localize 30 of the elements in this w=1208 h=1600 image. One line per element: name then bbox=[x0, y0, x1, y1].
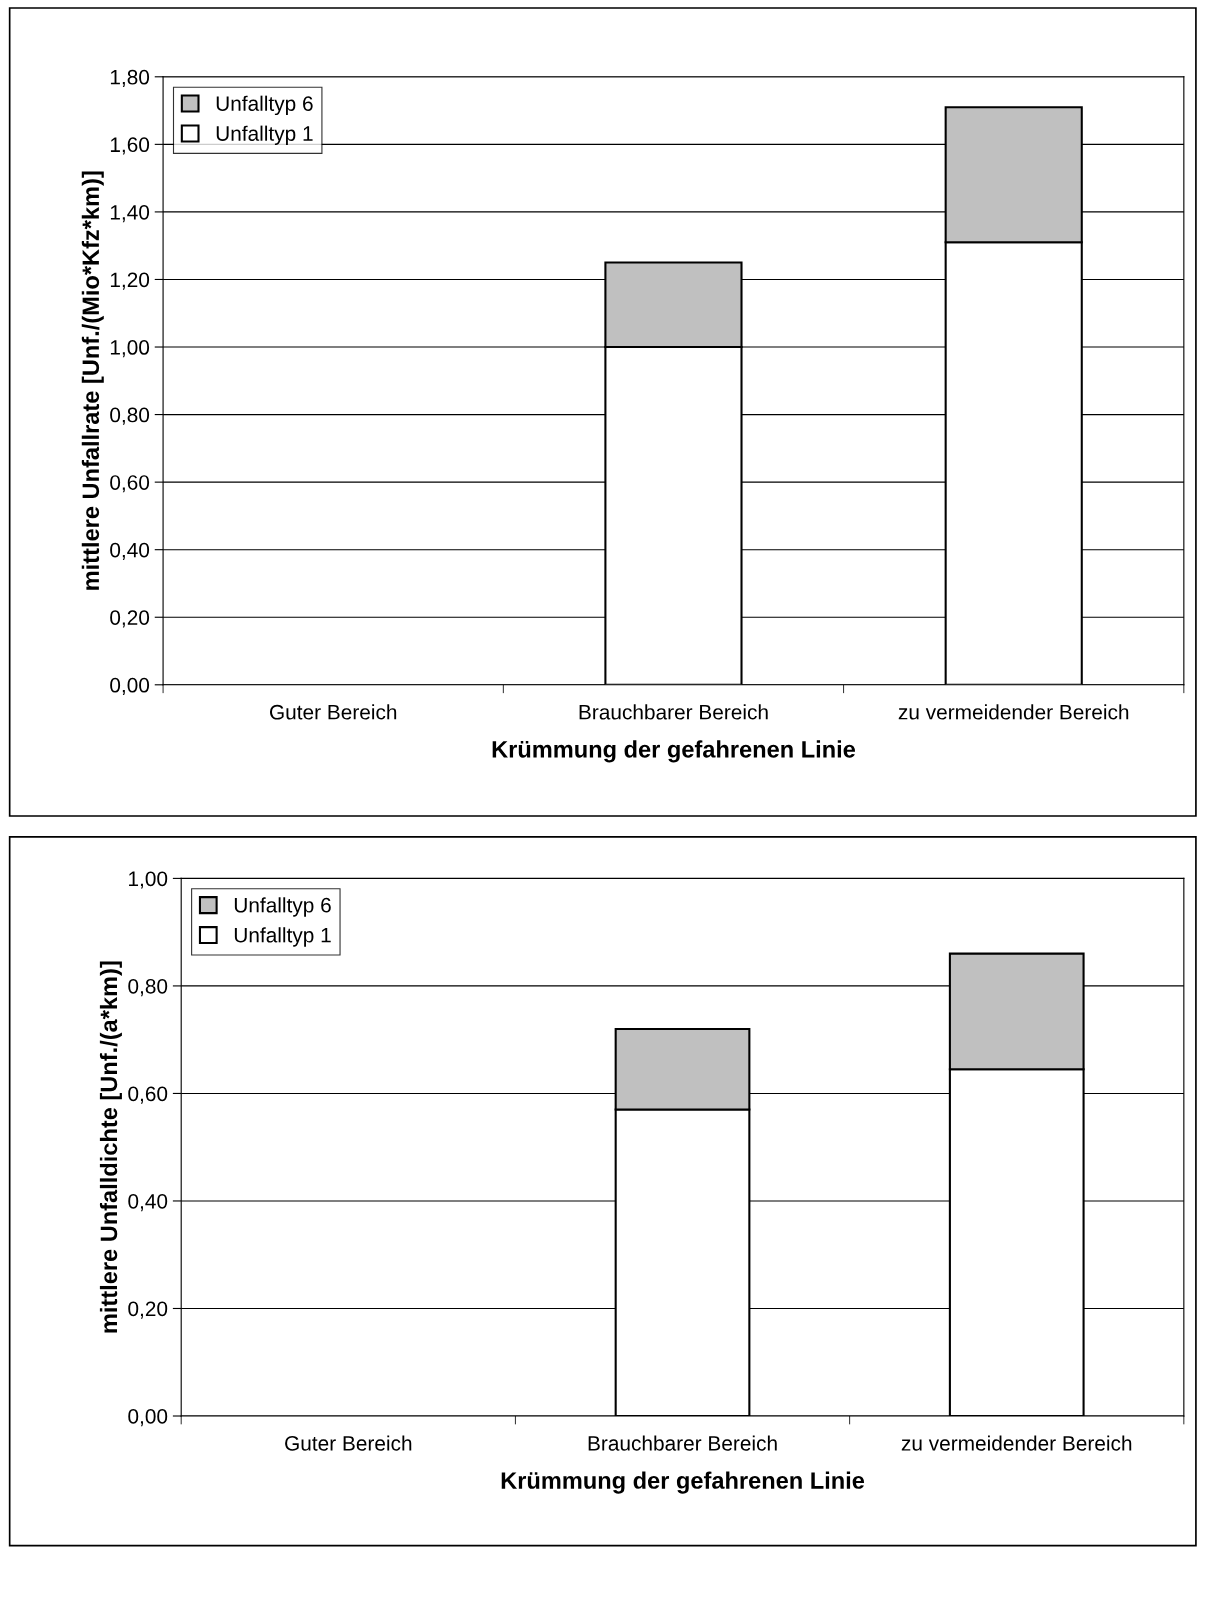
x-tick-label: Brauchbarer Bereich bbox=[579, 704, 768, 720]
y-tick-label: 1,20 bbox=[110, 272, 150, 290]
y-tick-label: 0,00 bbox=[110, 677, 150, 696]
y-tick-label: 1,00 bbox=[110, 340, 150, 358]
y-tick-label: 1,40 bbox=[110, 204, 150, 223]
legend-label: Unfalltyp 1 bbox=[234, 927, 331, 947]
legend-label: Unfalltyp 6 bbox=[216, 95, 313, 116]
y-tick-label: 0,80 bbox=[128, 978, 168, 997]
y-tick-label: 0,60 bbox=[110, 475, 150, 493]
x-tick-label: Brauchbarer Bereich bbox=[588, 1435, 777, 1451]
x-tick-label: Guter Bereich bbox=[285, 1435, 412, 1451]
legend-label: Unfalltyp 6 bbox=[234, 897, 331, 917]
x-tick-label: Guter Bereich bbox=[269, 704, 397, 720]
y-tick-label: 0,20 bbox=[110, 610, 150, 628]
y-tick-label: 1,60 bbox=[110, 137, 150, 155]
y-tick-label: 1,00 bbox=[129, 871, 168, 889]
y-tick-label: 0,60 bbox=[128, 1086, 168, 1104]
y-tick-label: 0,40 bbox=[110, 542, 150, 560]
x-tick-label: zu vermeidender Bereich bbox=[901, 1435, 1132, 1451]
legend-label: Unfalltyp 1 bbox=[216, 125, 313, 146]
y-axis-title: mittlere Unfalldichte [Unf./(a*km)] bbox=[99, 961, 122, 1333]
y-tick-label: 0,20 bbox=[128, 1301, 168, 1319]
x-tick-label: zu vermeidender Bereich bbox=[898, 704, 1129, 720]
y-tick-label: 0,80 bbox=[110, 407, 150, 425]
x-axis-title: Krümmung der gefahrenen Linie bbox=[501, 1471, 865, 1494]
y-tick-label: 1,80 bbox=[110, 69, 150, 88]
y-tick-label: 0,40 bbox=[128, 1193, 168, 1212]
y-axis-title: mittlere Unfallrate [Unf./(Mio*Kfz*km)] bbox=[81, 171, 104, 590]
y-tick-label: 0,00 bbox=[128, 1409, 168, 1427]
x-axis-title: Krümmung der gefahrenen Linie bbox=[492, 740, 856, 763]
